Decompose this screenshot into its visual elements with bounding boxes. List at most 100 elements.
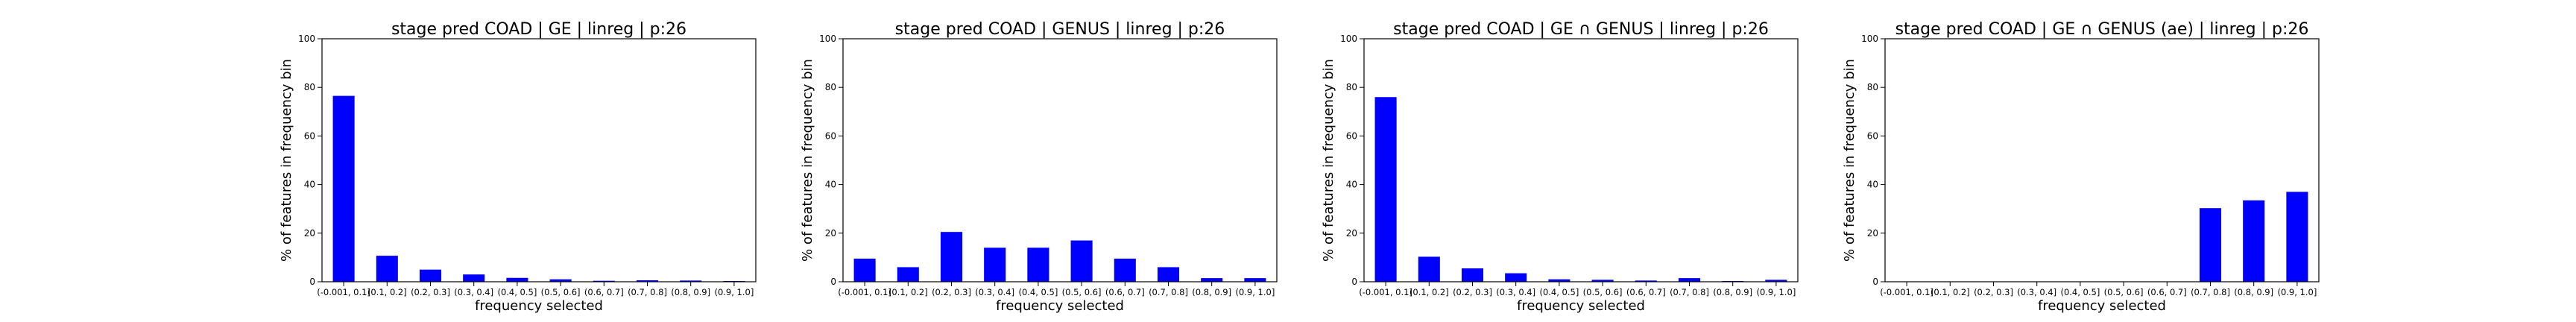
x-tick-label: (0.4, 0.5] xyxy=(2060,287,2100,297)
charts-container: stage pred COAD | GE | linreg | p:26 0 20 4… xyxy=(279,20,2320,314)
bar xyxy=(1635,280,1657,282)
bar xyxy=(1505,273,1527,282)
y-tick-label: 60 xyxy=(1346,130,1357,141)
y-tick-label: 40 xyxy=(1346,180,1357,190)
x-tick-label: (0.8, 0.9] xyxy=(1192,287,1231,297)
bar xyxy=(2286,192,2308,282)
y-tick-label: 80 xyxy=(1346,82,1357,92)
x-tick-label: (0.9, 1.0] xyxy=(1235,287,1275,297)
y-tick-label: 100 xyxy=(298,34,315,44)
chart-panel-3: stage pred COAD | GE ∩ GENUS | linreg | … xyxy=(1321,20,1799,314)
y-tick-label: 0 xyxy=(830,277,836,287)
bar xyxy=(897,267,919,282)
y-tick-label: 60 xyxy=(304,130,315,141)
bar xyxy=(1157,267,1180,282)
y-tick-label: 60 xyxy=(825,130,836,141)
bar xyxy=(506,277,528,282)
y-tick-label: 20 xyxy=(304,228,315,239)
bar xyxy=(1201,278,1223,282)
bar xyxy=(1418,256,1440,282)
x-tick-label: (0.1, 0.2] xyxy=(888,287,928,297)
x-tick-label: (0.7, 0.8] xyxy=(2191,287,2230,297)
chart-panel-2: stage pred COAD | GENUS | linreg | p:26 0… xyxy=(800,20,1278,314)
x-tick-label: (-0.001, 0.1] xyxy=(1880,287,1933,297)
x-tick-label: (0.3, 0.4] xyxy=(975,287,1014,297)
x-tick-label: (0.4, 0.5] xyxy=(497,287,537,297)
y-tick-label: 0 xyxy=(309,277,315,287)
y-tick-label: 60 xyxy=(1867,130,1878,141)
bar xyxy=(1461,268,1484,282)
x-tick-label: (0.2, 0.3] xyxy=(411,287,450,297)
x-tick-label: (0.7, 0.8] xyxy=(1149,287,1188,297)
x-tick-label: (0.3, 0.4] xyxy=(1496,287,1535,297)
bar xyxy=(940,232,963,282)
x-tick-label: (0.1, 0.2] xyxy=(367,287,407,297)
bar xyxy=(1591,280,1614,282)
y-tick-label: 80 xyxy=(825,82,836,92)
bar xyxy=(1244,278,1266,282)
bar xyxy=(1027,247,1049,282)
bar xyxy=(1678,278,1701,282)
x-tick-label: (0.9, 1.0] xyxy=(714,287,754,297)
x-tick-label: (0.5, 0.6] xyxy=(1583,287,1623,297)
bar xyxy=(1374,97,1397,282)
chart-panel-4: stage pred COAD | GE ∩ GENUS (ae) | linr… xyxy=(1842,20,2320,314)
y-axis-label: % of features in frequency bin xyxy=(1321,59,1336,262)
x-tick-label: (-0.001, 0.1] xyxy=(838,287,891,297)
plot-frame xyxy=(321,38,757,282)
x-tick-label: (0.2, 0.3] xyxy=(932,287,971,297)
chart-title: stage pred COAD | GE | linreg | p:26 xyxy=(391,20,686,39)
x-tick-label: (0.3, 0.4] xyxy=(2017,287,2056,297)
y-tick-label: 40 xyxy=(825,180,836,190)
y-tick-label: 100 xyxy=(819,34,836,44)
x-tick-label: (0.1, 0.2] xyxy=(1409,287,1449,297)
x-tick-label: (0.2, 0.3] xyxy=(1453,287,1492,297)
plot-frame xyxy=(1884,38,2320,282)
y-tick-label: 0 xyxy=(1351,277,1357,287)
x-tick-label: (0.6, 0.7] xyxy=(1626,287,1666,297)
x-tick-label: (0.5, 0.6] xyxy=(1062,287,1102,297)
bar xyxy=(1765,280,1787,282)
bar xyxy=(984,247,1006,282)
bar xyxy=(376,256,398,282)
y-tick-label: 80 xyxy=(1867,82,1878,92)
x-tick-label: (-0.001, 0.1] xyxy=(1359,287,1412,297)
x-axis-label: frequency selected xyxy=(475,298,603,314)
x-tick-label: (0.6, 0.7] xyxy=(1105,287,1145,297)
bar xyxy=(593,280,615,282)
bar xyxy=(680,280,702,282)
chart-title: stage pred COAD | GE ∩ GENUS | linreg | … xyxy=(1393,20,1769,39)
x-tick-label: (-0.001, 0.1] xyxy=(317,287,370,297)
y-axis-label: % of features in frequency bin xyxy=(1842,59,1857,262)
x-tick-label: (0.7, 0.8] xyxy=(1670,287,1709,297)
bar xyxy=(1070,240,1093,282)
y-axis-label: % of features in frequency bin xyxy=(279,59,294,262)
chart-title: stage pred COAD | GENUS | linreg | p:26 xyxy=(895,20,1225,39)
bar xyxy=(332,95,355,282)
y-axis-label: % of features in frequency bin xyxy=(800,59,815,262)
x-tick-label: (0.3, 0.4] xyxy=(454,287,493,297)
bar xyxy=(1548,279,1570,282)
bar xyxy=(549,279,572,282)
bar xyxy=(419,269,442,282)
y-tick-label: 100 xyxy=(1340,34,1357,44)
x-axis-label: frequency selected xyxy=(996,298,1124,314)
x-tick-label: (0.8, 0.9] xyxy=(2234,287,2273,297)
x-tick-label: (0.6, 0.7] xyxy=(2147,287,2187,297)
y-tick-label: 0 xyxy=(1872,277,1878,287)
x-tick-label: (0.7, 0.8] xyxy=(628,287,667,297)
bar xyxy=(463,274,485,282)
y-tick-label: 20 xyxy=(1346,228,1357,239)
x-tick-label: (0.5, 0.6] xyxy=(541,287,581,297)
x-axis-label: frequency selected xyxy=(1517,298,1645,314)
chart-panel-1: stage pred COAD | GE | linreg | p:26 0 20 4… xyxy=(279,20,757,314)
x-tick-label: (0.6, 0.7] xyxy=(584,287,624,297)
bar xyxy=(636,280,659,282)
bar xyxy=(2199,208,2222,282)
x-tick-label: (0.4, 0.5] xyxy=(1539,287,1579,297)
plot-frame xyxy=(842,38,1278,282)
bar xyxy=(1114,259,1136,282)
x-tick-label: (0.8, 0.9] xyxy=(1713,287,1752,297)
